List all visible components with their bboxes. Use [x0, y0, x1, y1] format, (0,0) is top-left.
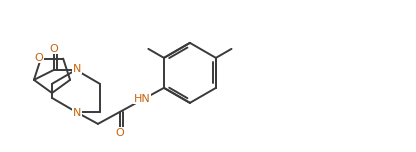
Text: O: O [35, 53, 43, 63]
Text: O: O [50, 44, 58, 54]
Text: N: N [73, 108, 81, 118]
Text: HN: HN [134, 94, 150, 104]
Text: O: O [116, 128, 124, 138]
Text: N: N [73, 64, 81, 74]
